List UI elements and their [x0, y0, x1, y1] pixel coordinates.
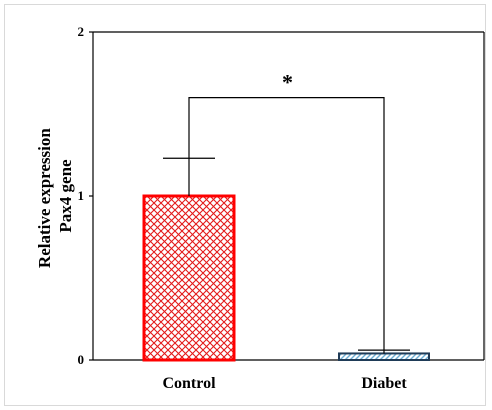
y-tick-label: 0	[78, 352, 85, 367]
x-tick-label: Diabet	[361, 375, 407, 392]
significance-label: *	[282, 70, 293, 95]
y-tick-label: 1	[78, 188, 85, 203]
bar-diabet	[338, 352, 430, 362]
y-tick-label: 2	[78, 24, 85, 39]
y-axis-title-line-2: Pax4 gene	[56, 159, 75, 233]
y-axis-title-line-1: Relative expression	[35, 128, 54, 268]
bars	[142, 194, 430, 362]
y-ticks: 0 1 2	[78, 24, 93, 367]
y-axis-title: Relative expression Pax4 gene	[35, 124, 75, 268]
x-tick-label: Control	[162, 375, 216, 392]
chart-frame	[4, 4, 486, 406]
significance-bracket-line	[188, 96, 385, 351]
x-tick-labels: Control Diabet	[162, 375, 407, 392]
bar-control	[142, 194, 236, 362]
significance-bracket: *	[188, 70, 385, 351]
